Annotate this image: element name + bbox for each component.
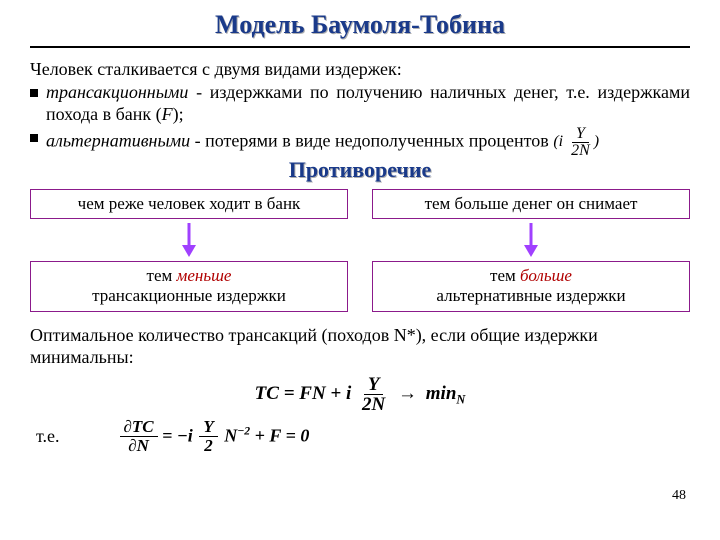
intro-block: Человек сталкивается с двумя видами изде… (30, 58, 690, 159)
box-right-bottom: тем больше альтернативные издержки (372, 261, 690, 312)
bullet1-close: ); (173, 104, 184, 124)
slide-title: Модель Баумоля-Тобина (30, 10, 690, 40)
formula-i: i (559, 133, 563, 150)
eq-frac-den: 2N (358, 395, 389, 414)
eq-min: min (426, 383, 457, 404)
p-den2: 2 (200, 437, 217, 456)
optimal-text: Оптимальное количество трансакций (поход… (30, 324, 690, 369)
arrow-down-icon (180, 223, 198, 257)
eq-min-sub: N (456, 392, 465, 406)
bullet1-f: F (162, 104, 173, 124)
bullet-text-1: трансакционными - издержками по получени… (46, 81, 690, 126)
p-num2: Y (199, 418, 217, 438)
box-lb-post: трансакционные издержки (92, 286, 286, 305)
p-num: ∂TC (120, 418, 158, 438)
fraction-Y-2N: Y 2N (567, 126, 594, 159)
equation-tc: TC = FN + i Y 2N → minN (30, 375, 690, 414)
partial-fraction: ∂TC ∂N (120, 418, 158, 456)
intro-line: Человек сталкивается с двумя видами изде… (30, 58, 690, 81)
p-plus: + F = 0 (255, 425, 310, 445)
fraction-Y-2N-eq: Y 2N (358, 375, 389, 414)
eq-tc-left: TC = FN + (255, 383, 346, 404)
box-left-bottom: тем меньше трансакционные издержки (30, 261, 348, 312)
p-N: N (224, 425, 237, 445)
bullet2-term: альтернативными (46, 130, 190, 150)
formula-iY2N: (i Y 2N ) (553, 126, 599, 159)
columns-wrapper: чем реже человек ходит в банк тем меньше… (30, 189, 690, 312)
equation-derivative: ∂TC ∂N = −i Y 2 N−2 + F = 0 (120, 418, 310, 456)
bullet-transactional: трансакционными - издержками по получени… (30, 81, 690, 126)
te-label: т.е. (36, 426, 60, 447)
equation-derivative-row: т.е. ∂TC ∂N = −i Y 2 N−2 + F = 0 (30, 418, 690, 456)
arrow-down-icon (522, 223, 540, 257)
box-rb-pre: тем (490, 266, 520, 285)
frac-den: 2N (567, 143, 594, 159)
partial-fraction-2: Y 2 (199, 418, 217, 456)
bullet2-rest: - потерями в виде недополученных процент… (190, 130, 553, 150)
arrow-right-icon: → (398, 383, 417, 405)
bullet-square-icon (30, 134, 38, 142)
box-lb-red: меньше (177, 266, 232, 285)
col-right: тем больше денег он снимает тем больше а… (372, 189, 690, 312)
box-lb-pre: тем (147, 266, 177, 285)
p-den: ∂N (124, 437, 153, 456)
eq-i: i (346, 383, 351, 404)
bullet-alternative: альтернативными - потерями в виде недопо… (30, 126, 690, 159)
col-left: чем реже человек ходит в банк тем меньше… (30, 189, 348, 312)
box-right-top: тем больше денег он снимает (372, 189, 690, 219)
bullet-square-icon (30, 89, 38, 97)
p-eq: = −i (162, 425, 193, 445)
bullet1-term: трансакционными (46, 82, 188, 102)
slide-number: 48 (672, 488, 686, 504)
frac-num: Y (572, 126, 589, 143)
conflict-heading: Противоречие (30, 157, 690, 183)
box-rb-red: больше (520, 266, 572, 285)
box-left-top: чем реже человек ходит в банк (30, 189, 348, 219)
p-exp: −2 (237, 424, 250, 437)
title-underline (30, 46, 690, 48)
eq-frac-num: Y (364, 375, 384, 395)
bullet-text-2: альтернативными - потерями в виде недопо… (46, 126, 690, 159)
box-rb-post: альтернативные издержки (436, 286, 625, 305)
